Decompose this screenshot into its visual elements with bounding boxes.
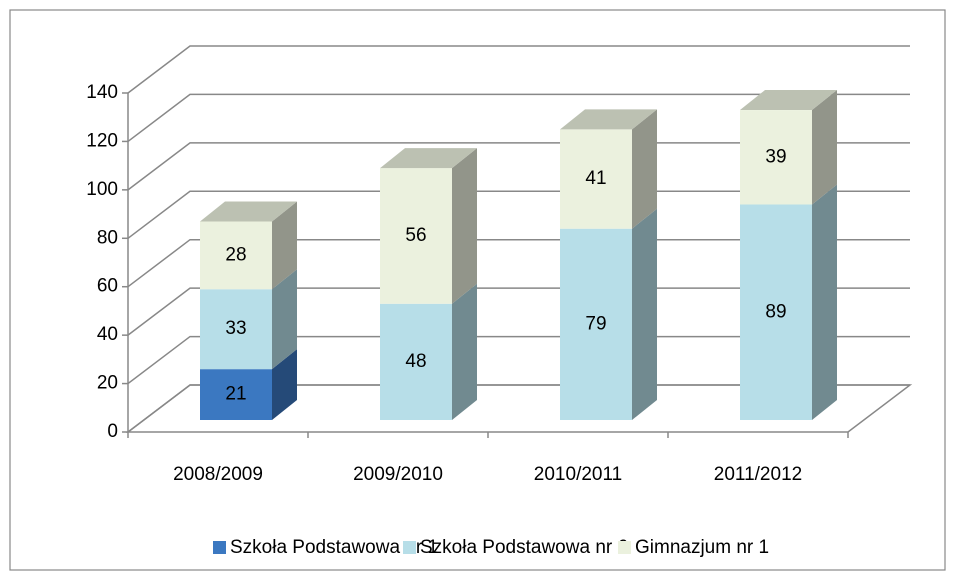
data-label: 39 <box>765 146 786 167</box>
grid-line <box>127 287 910 336</box>
bar-segment <box>740 110 812 205</box>
bar-segment <box>740 204 812 420</box>
bar-top <box>560 109 657 130</box>
legend-swatch <box>403 541 416 554</box>
bar-segment <box>200 289 272 370</box>
floor <box>125 384 913 433</box>
legend-label: Szkoła Podstawowa nr 6 <box>420 537 628 558</box>
grid-line <box>127 190 910 239</box>
data-label: 41 <box>585 168 606 189</box>
y-tick-label: 120 <box>86 130 118 151</box>
y-tick-label: 40 <box>97 324 118 345</box>
bar-segment <box>560 129 632 229</box>
grid-line <box>127 142 910 191</box>
data-label: 56 <box>405 225 426 246</box>
bar-side <box>812 90 837 205</box>
bar-segment <box>380 168 452 304</box>
data-label: 79 <box>585 313 606 334</box>
data-label: 89 <box>765 301 786 322</box>
bar-side <box>272 349 297 420</box>
legend-swatch <box>213 541 226 554</box>
y-tick-label: 80 <box>97 227 118 248</box>
bar-segment <box>380 303 452 420</box>
grid-line <box>127 93 910 143</box>
bar-top <box>380 148 477 169</box>
bar-top <box>740 90 837 111</box>
bar-side <box>632 109 657 229</box>
legend-swatch <box>618 541 631 554</box>
grid-line <box>127 335 910 385</box>
bar-segment <box>200 221 272 290</box>
bar-segment <box>560 228 632 420</box>
legend-label: Gimnazjum nr 1 <box>635 537 769 558</box>
data-label: 21 <box>225 384 246 405</box>
bar-side <box>812 184 837 420</box>
x-tick-label: 2010/2011 <box>534 464 622 485</box>
x-tick-label: 2009/2010 <box>353 464 443 485</box>
data-label: 28 <box>225 244 246 265</box>
y-tick-label: 100 <box>86 179 118 200</box>
data-label: 48 <box>405 351 426 372</box>
bar-side <box>452 283 477 420</box>
bar-segment <box>200 369 272 420</box>
bar-top <box>200 201 297 222</box>
data-label: 33 <box>225 318 246 339</box>
legend-label: Szkoła Podstawowa nr 1 <box>230 537 438 558</box>
grid-line <box>127 45 910 94</box>
y-tick-label: 20 <box>97 373 118 394</box>
y-tick-label: 140 <box>86 82 118 103</box>
x-tick-label: 2011/2012 <box>714 464 802 485</box>
x-tick-label: 2008/2009 <box>173 464 263 485</box>
bar-side <box>632 208 657 420</box>
y-tick-label: 60 <box>97 276 118 297</box>
bar-side <box>452 148 477 304</box>
grid-line <box>127 238 910 288</box>
bar-side <box>272 201 297 290</box>
y-tick-label: 0 <box>107 421 118 442</box>
bar-side <box>272 269 297 370</box>
